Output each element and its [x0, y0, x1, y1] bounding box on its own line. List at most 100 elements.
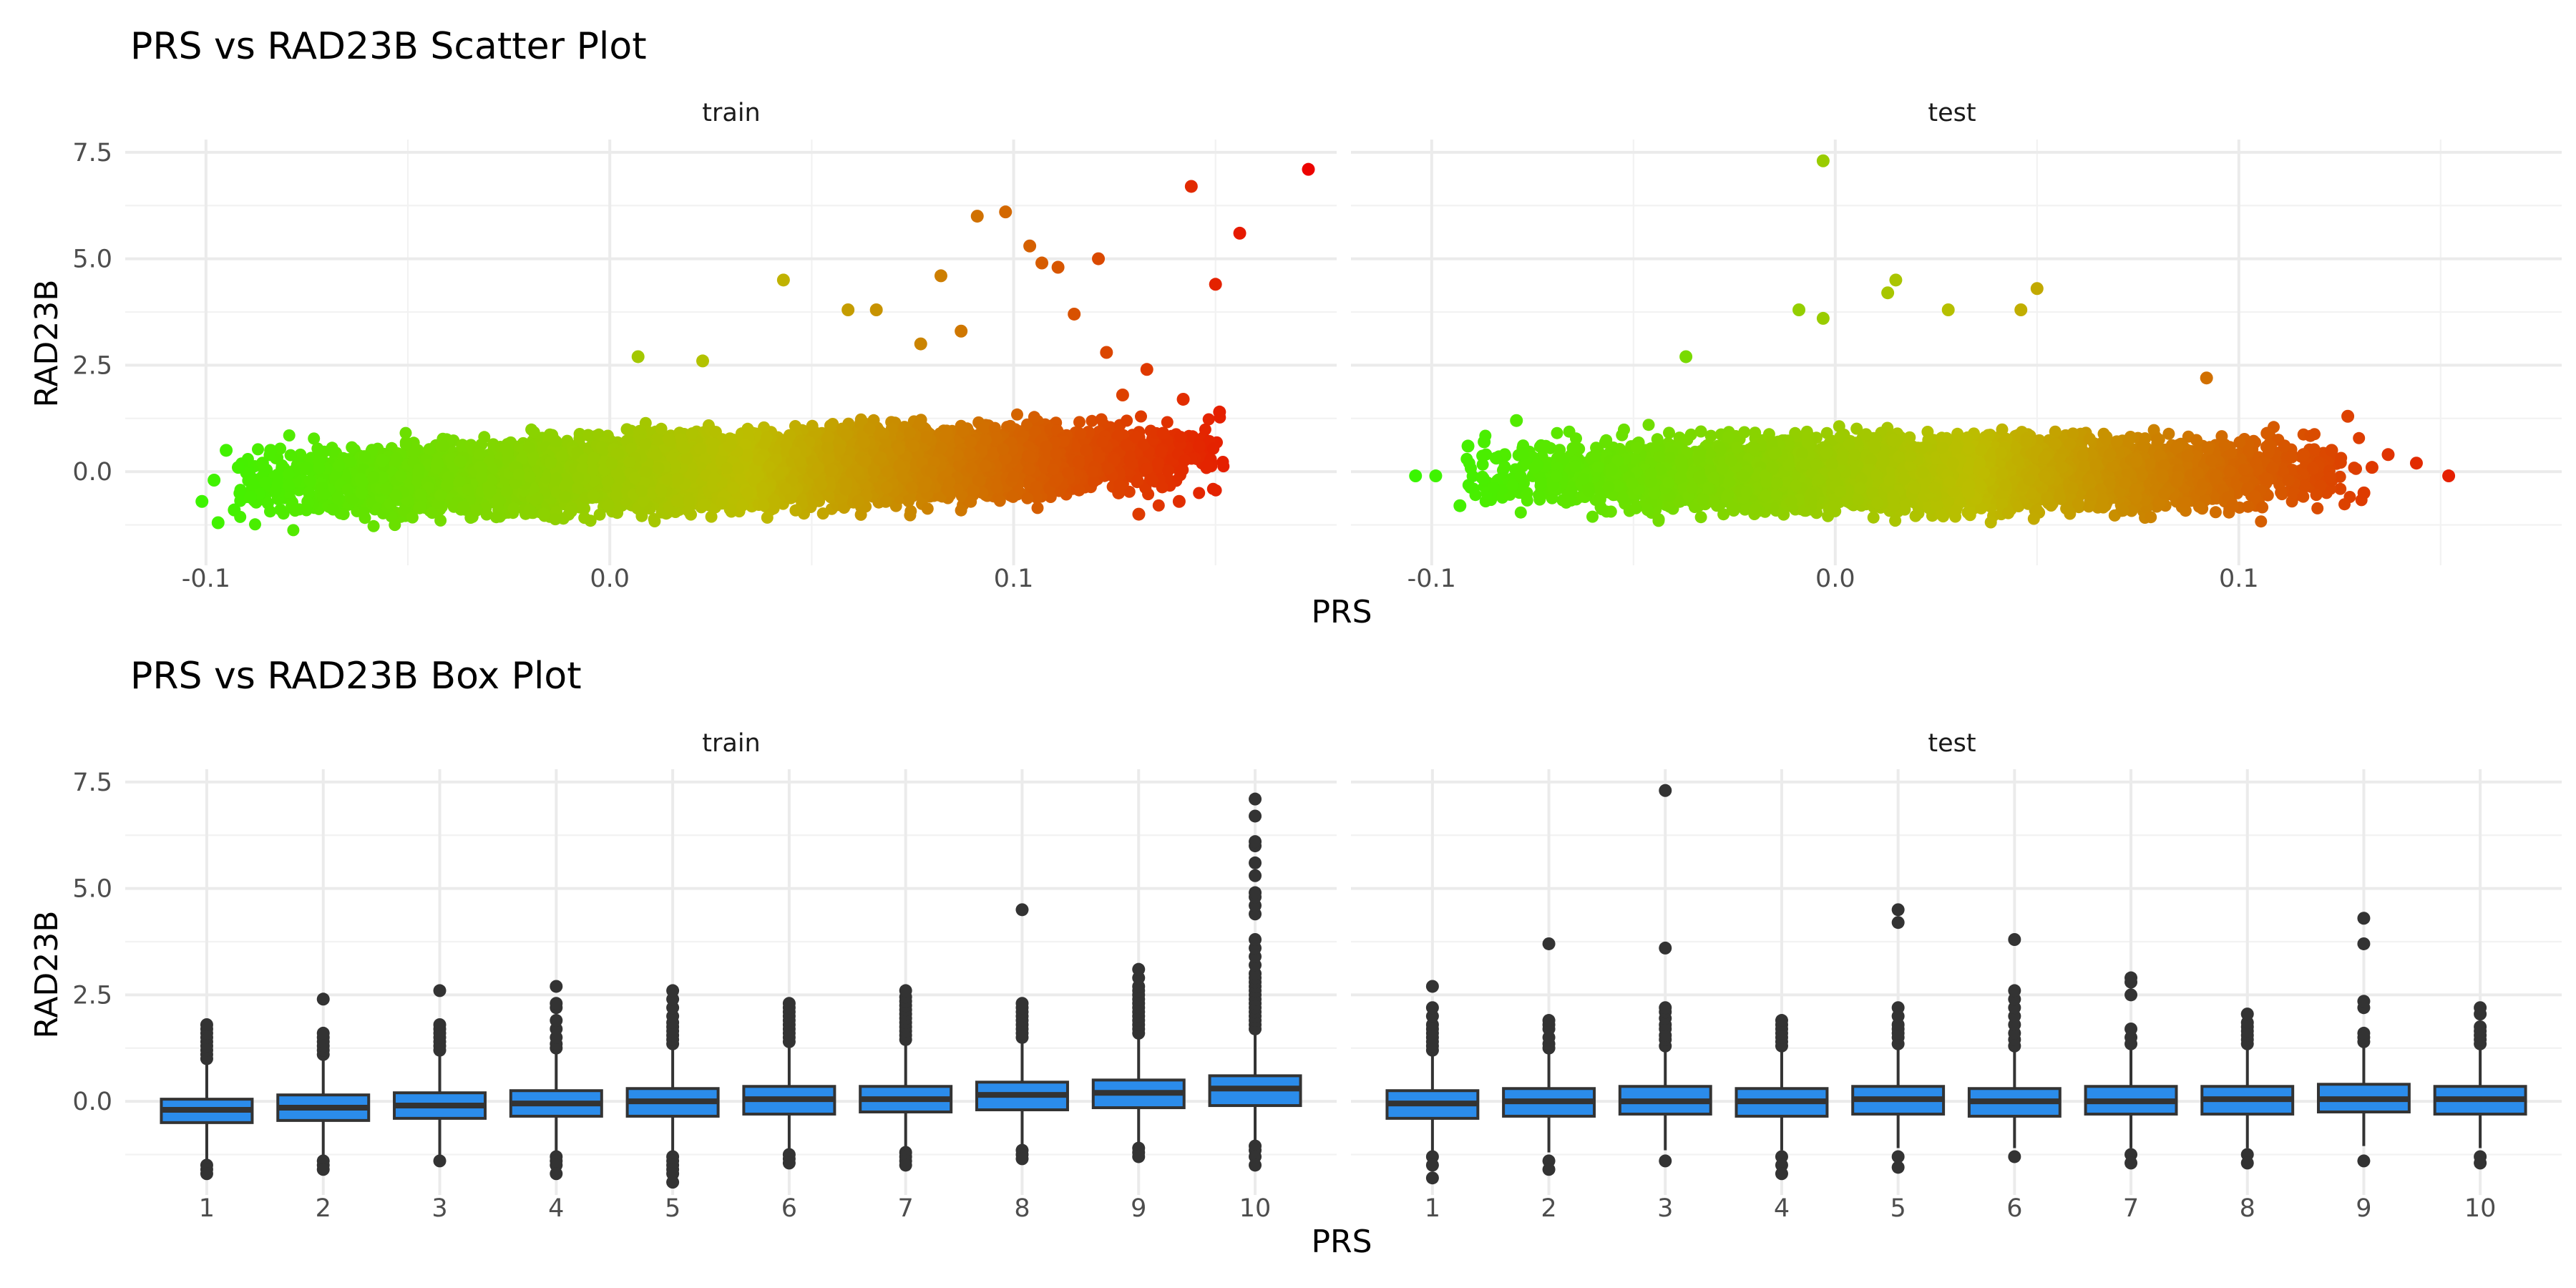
box-outlier [1542, 1014, 1556, 1028]
scatter-y-tick-label: 2.5 [72, 351, 112, 380]
scatter-point [1792, 303, 1806, 316]
scatter-y-tick-label: 0.0 [72, 458, 112, 487]
box-outlier [1891, 1001, 1905, 1015]
scatter-point [1816, 154, 1830, 167]
box-outlier [2240, 1008, 2254, 1021]
box-x-tick-label: 4 [548, 1194, 564, 1223]
box-outlier [2008, 933, 2021, 946]
scatter-point [1461, 439, 1475, 453]
scatter-point [1100, 346, 1113, 359]
scatter-point [955, 324, 968, 338]
box-outlier [1542, 937, 1556, 950]
scatter-cloud-train [233, 408, 1230, 537]
scatter-point [631, 350, 645, 364]
scatter-point [208, 474, 221, 487]
scatter-point [696, 354, 709, 368]
box-y-tick-label: 5.0 [72, 875, 112, 904]
scatter-point [220, 444, 233, 457]
box-outlier [1425, 1158, 1439, 1172]
box-outlier [550, 1167, 563, 1181]
box-outlier [200, 1018, 213, 1031]
box-x-tick-label: 8 [1014, 1194, 1030, 1223]
box-x-tick-label: 6 [781, 1194, 797, 1223]
box-outlier [1132, 1150, 1146, 1163]
scatter-point-cloud [233, 408, 2368, 537]
scatter-point [1233, 226, 1246, 240]
box-outlier [200, 1167, 213, 1181]
box-outlier [2357, 1154, 2371, 1168]
box-train-5 [625, 984, 720, 1189]
scatter-point [1209, 278, 1222, 291]
scatter-y-tick-label: 5.0 [72, 245, 112, 274]
box-outlier [1249, 809, 1262, 823]
scatter-x-tick-label: 0.1 [994, 565, 1034, 593]
box-outlier [1015, 903, 1029, 917]
data-marks [160, 154, 2527, 1189]
scatter-point [195, 494, 209, 508]
box-test-2 [1502, 937, 1596, 1176]
box-x-tick-label: 1 [199, 1194, 215, 1223]
box-x-tick-label: 9 [1131, 1194, 1146, 1223]
box-test-10 [2433, 1001, 2527, 1170]
box-outlier [1249, 856, 1262, 869]
scatter-point [1184, 180, 1198, 193]
scatter-point [1176, 392, 1190, 406]
box-outlier [899, 1158, 912, 1172]
scatter-point [1816, 311, 1830, 325]
scatter-point [1112, 486, 1126, 499]
box-outlier [1659, 1001, 1672, 1015]
box-test-3 [1618, 784, 1712, 1168]
box-outlier [2008, 984, 2021, 997]
scatter-point [1156, 426, 1170, 440]
scatter-point [1068, 307, 1081, 321]
box-outlier [2124, 1156, 2138, 1170]
tick-labels: -0.1 0.0 0.1 0.0 2.5 5.0 7.5 -0.1 0.0 0.1 1 2 3 4 5 6 7 8… [72, 139, 2496, 1223]
box-outlier [2357, 995, 2371, 1008]
scatter-point [1172, 494, 1186, 508]
scatter-cloud-test [1460, 419, 2368, 529]
scatter-point [1213, 405, 1226, 419]
box-outlier [782, 1156, 796, 1170]
box-train-7 [859, 984, 953, 1172]
scatter-point [228, 503, 241, 517]
scatter-panel-label-test: test [1928, 99, 1976, 127]
scatter-point [2365, 461, 2379, 474]
box-test-8 [2200, 1008, 2295, 1170]
box-outlier [433, 1154, 447, 1168]
box-outlier [2124, 988, 2138, 1002]
box-outlier [550, 980, 563, 993]
scatter-point [211, 516, 225, 530]
scatter-point [1132, 507, 1146, 521]
scatter-point [1478, 435, 1491, 449]
scatter-x-tick-label: -0.1 [1407, 565, 1456, 593]
box-outlier [1775, 1014, 1788, 1028]
box-test-6 [1967, 933, 2062, 1163]
box-outlier [550, 997, 563, 1010]
box-x-tick-label: 1 [1425, 1194, 1440, 1223]
box-outlier [2240, 1156, 2254, 1170]
box-test-5 [1851, 903, 1946, 1174]
box-outlier [1659, 941, 1672, 955]
box-train-1 [160, 1018, 254, 1181]
scatter-point [2381, 448, 2395, 462]
scatter-point [1302, 162, 1315, 176]
scatter-point [914, 337, 927, 351]
box-outlier [2008, 1150, 2021, 1163]
box-outlier [2124, 1022, 2138, 1035]
box-outlier [1542, 1163, 1556, 1176]
box-outlier [1425, 1171, 1439, 1185]
box-train-2 [276, 992, 371, 1176]
scatter-point [841, 303, 855, 316]
box-test-1 [1385, 980, 1480, 1185]
scatter-point [2014, 303, 2028, 316]
box-x-tick-label: 5 [1890, 1194, 1906, 1223]
box-test-9 [2316, 912, 2411, 1168]
box-x-tick-label: 7 [898, 1194, 914, 1223]
scatter-point [1941, 303, 1955, 316]
box-outlier [316, 1163, 330, 1176]
scatter-x-tick-label: 0.1 [2219, 565, 2259, 593]
box-train-4 [509, 980, 603, 1181]
box-outlier [1891, 903, 1905, 917]
scatter-point [264, 444, 278, 457]
scatter-point [2200, 371, 2213, 385]
